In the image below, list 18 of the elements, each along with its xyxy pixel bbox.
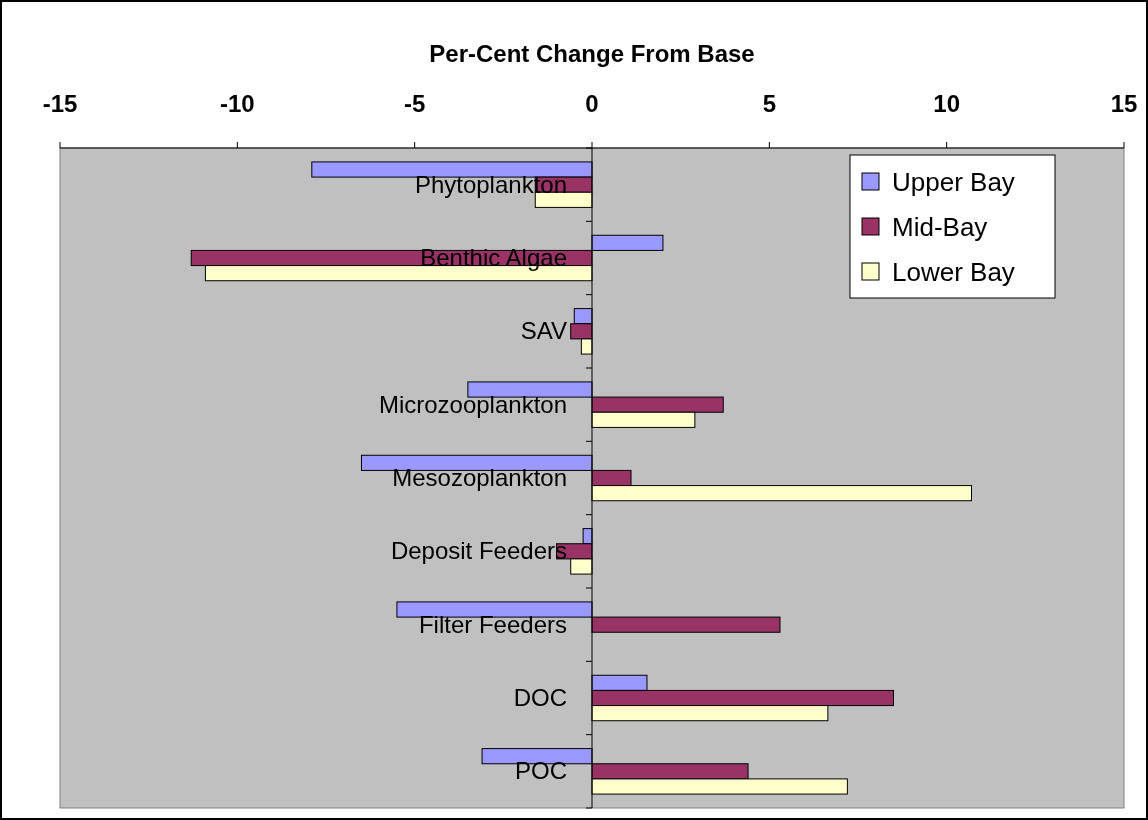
x-tick-label: 5 — [762, 90, 777, 117]
x-tick-label: 15 — [1110, 90, 1138, 117]
y-tick-label: Mesozoplankton — [392, 464, 567, 491]
y-tick-label: Filter Feeders — [418, 610, 567, 638]
x-tick-label: -15 — [42, 90, 78, 117]
y-tick-label: DOC — [513, 684, 567, 711]
x-tick-label: -10 — [219, 90, 255, 117]
chart-title: Per-Cent Change From Base — [429, 40, 755, 67]
x-tick-label: -5 — [403, 90, 426, 117]
y-tick-label: Microzooplankton — [378, 390, 567, 418]
legend-label: Lower Bay — [892, 257, 1015, 287]
x-tick-label: 10 — [933, 90, 961, 117]
legend-label: Upper Bay — [892, 167, 1015, 197]
legend-label: Mid-Bay — [892, 212, 988, 242]
y-tick-label: POC — [514, 757, 567, 785]
y-tick-label: SAV — [520, 317, 567, 345]
y-tick-label: Benthic Algae — [420, 244, 567, 271]
x-tick-label: 0 — [585, 90, 599, 117]
